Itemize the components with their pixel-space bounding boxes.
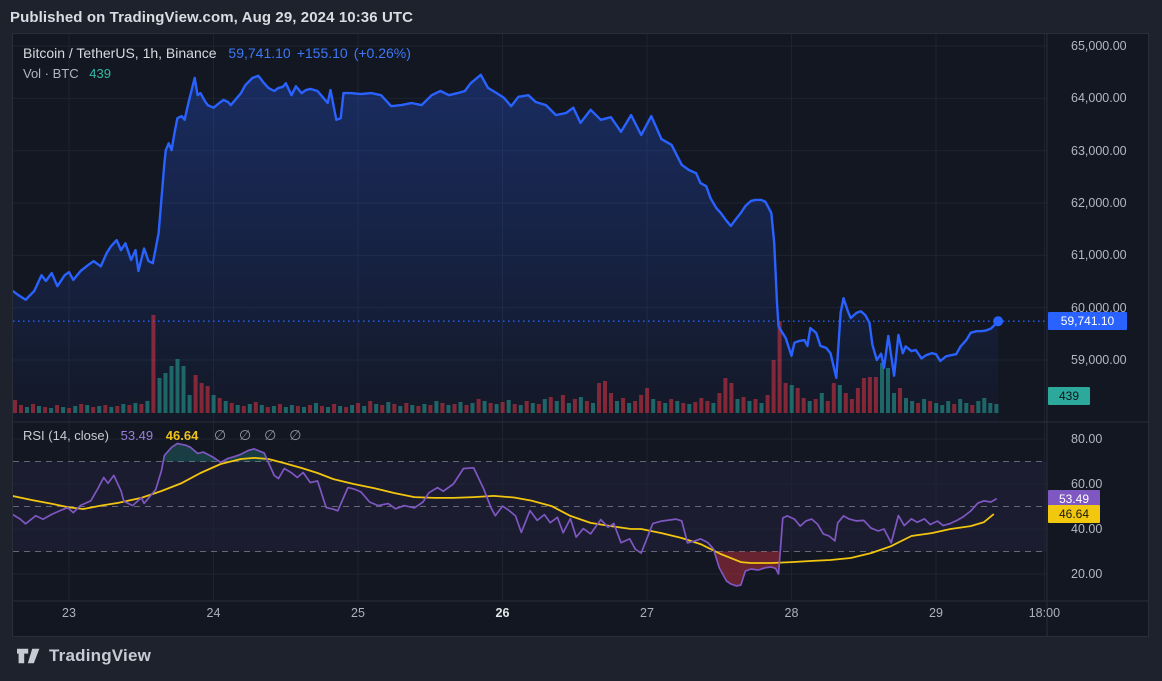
price-change-value: +155.10	[296, 45, 348, 61]
tradingview-logo-icon	[17, 648, 40, 664]
time-tick-label: 26	[495, 606, 510, 620]
rsi-badge: 53.49	[1048, 489, 1100, 508]
axis-tick-label: 64,000.00	[1071, 91, 1127, 106]
published-note: Published on TradingView.com, Aug 29, 20…	[10, 9, 414, 26]
axis-tick-label: 40.00	[1071, 522, 1103, 536]
rsi-ma-badge: 46.64	[1048, 505, 1100, 524]
rsi-ma-value: 46.64	[165, 428, 199, 443]
price-values: 59,741.10 +155.10 (+0.26%)	[228, 45, 417, 61]
time-tick-label: 25	[351, 606, 365, 620]
rsi-legend: RSI (14, close) 53.49 46.64 ∅ ∅ ∅ ∅	[23, 427, 301, 444]
rsi-title: RSI (14, close)	[23, 428, 109, 443]
volume-legend: Vol · BTC 439	[23, 66, 111, 81]
axis-tick-label: 60.00	[1071, 477, 1103, 491]
price-change-percent: (+0.26%)	[353, 45, 411, 61]
time-tick-label: 29	[929, 606, 943, 620]
axis-tick-label: 80.00	[1071, 432, 1103, 446]
tradingview-attribution[interactable]: TradingView	[17, 645, 151, 667]
chart-canvas[interactable]	[13, 34, 1148, 636]
symbol-legend: Bitcoin / TetherUS, 1h, Binance 59,741.1…	[23, 45, 417, 61]
symbol-title: Bitcoin / TetherUS, 1h, Binance	[23, 45, 217, 61]
volume-label: Vol · BTC	[23, 66, 79, 81]
axis-tick-label: 20.00	[1071, 567, 1103, 581]
axis-tick-label: 61,000.00	[1071, 248, 1127, 263]
axis-tick-label: 63,000.00	[1071, 143, 1127, 158]
rsi-value: 53.49	[120, 428, 154, 443]
volume-value: 439	[89, 66, 111, 81]
last-price-badge: 59,741.10	[1048, 312, 1127, 331]
rsi-hidden-values: ∅ ∅ ∅ ∅	[213, 427, 302, 443]
time-tick-label: 28	[784, 606, 799, 620]
last-price-value: 59,741.10	[228, 45, 291, 61]
time-tick-label: 23	[62, 606, 76, 620]
time-tick-label: 27	[640, 606, 654, 620]
axis-tick-label: 65,000.00	[1071, 39, 1127, 53]
time-tick-label: 18:00	[1028, 606, 1061, 620]
chart-panel: Bitcoin / TetherUS, 1h, Binance 59,741.1…	[12, 33, 1149, 637]
tradingview-brand-text: TradingView	[49, 646, 152, 665]
time-tick-label: 24	[206, 606, 221, 620]
volume-badge: 439	[1048, 387, 1090, 405]
axis-tick-label: 59,000.00	[1071, 352, 1127, 367]
axis-tick-label: 60,000.00	[1071, 300, 1127, 315]
axis-tick-label: 62,000.00	[1071, 195, 1127, 210]
